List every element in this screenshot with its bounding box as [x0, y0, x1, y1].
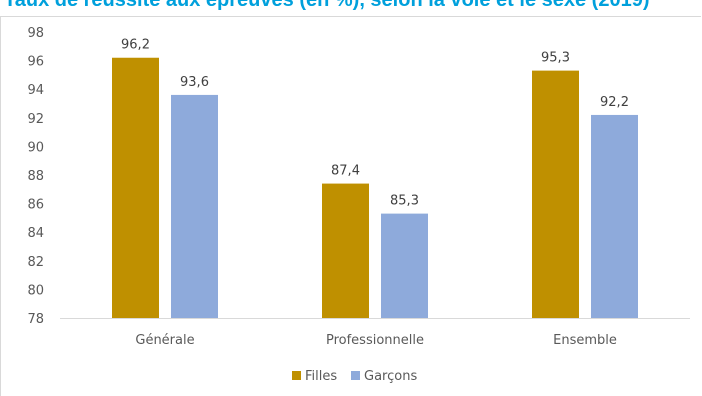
chart-frame	[0, 16, 701, 396]
data-label: 92,2	[600, 95, 629, 110]
y-tick-label: 96	[27, 55, 44, 70]
x-axis: Générale Professionnelle Ensemble	[60, 318, 690, 348]
page-title-strip: Taux de réussite aux épreuves (en %), se…	[0, 0, 702, 14]
legend-swatch	[351, 371, 360, 380]
legend-label: Garçons	[364, 369, 417, 384]
page-title: Taux de réussite aux épreuves (en %), se…	[4, 0, 650, 11]
legend: Filles Garçons	[292, 369, 417, 384]
y-axis: 78 80 82 84 86 88 90 92 94 96 98	[27, 26, 44, 327]
bar-garçons	[591, 114, 638, 318]
bar-filles	[532, 70, 579, 318]
legend-label: Filles	[305, 369, 337, 384]
bar-filles	[322, 183, 369, 318]
y-tick-label: 80	[27, 283, 44, 298]
data-label: 87,4	[331, 164, 360, 179]
category-label: Professionnelle	[326, 333, 424, 348]
y-tick-label: 92	[27, 112, 44, 127]
data-label: 93,6	[180, 75, 209, 90]
bar-garçons	[171, 94, 218, 318]
y-tick-label: 78	[27, 312, 44, 327]
data-label: 85,3	[390, 194, 419, 209]
bar-filles	[112, 57, 159, 319]
y-tick-label: 98	[27, 26, 44, 41]
bar-garçons	[381, 213, 428, 318]
y-tick-label: 88	[27, 169, 44, 184]
y-tick-label: 86	[27, 198, 44, 213]
y-tick-label: 94	[27, 83, 44, 98]
y-tick-label: 90	[27, 140, 44, 155]
category-label: Générale	[135, 333, 194, 348]
legend-swatch	[292, 371, 301, 380]
y-tick-label: 84	[27, 226, 44, 241]
category-label: Ensemble	[553, 333, 617, 348]
data-label: 96,2	[121, 38, 150, 53]
y-tick-label: 82	[27, 255, 44, 270]
bars: 96,2 93,6 87,4 85,3 95,3 92,2	[112, 38, 638, 319]
data-label: 95,3	[541, 51, 570, 66]
